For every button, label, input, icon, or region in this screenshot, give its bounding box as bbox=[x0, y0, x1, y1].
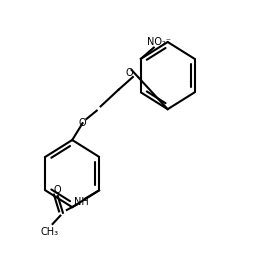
Text: CH₃: CH₃ bbox=[41, 227, 59, 237]
Text: NH: NH bbox=[74, 197, 88, 207]
Text: O: O bbox=[54, 185, 62, 195]
Text: O: O bbox=[79, 118, 86, 128]
Text: O: O bbox=[125, 68, 133, 78]
Text: NO₂⁻: NO₂⁻ bbox=[147, 37, 171, 47]
